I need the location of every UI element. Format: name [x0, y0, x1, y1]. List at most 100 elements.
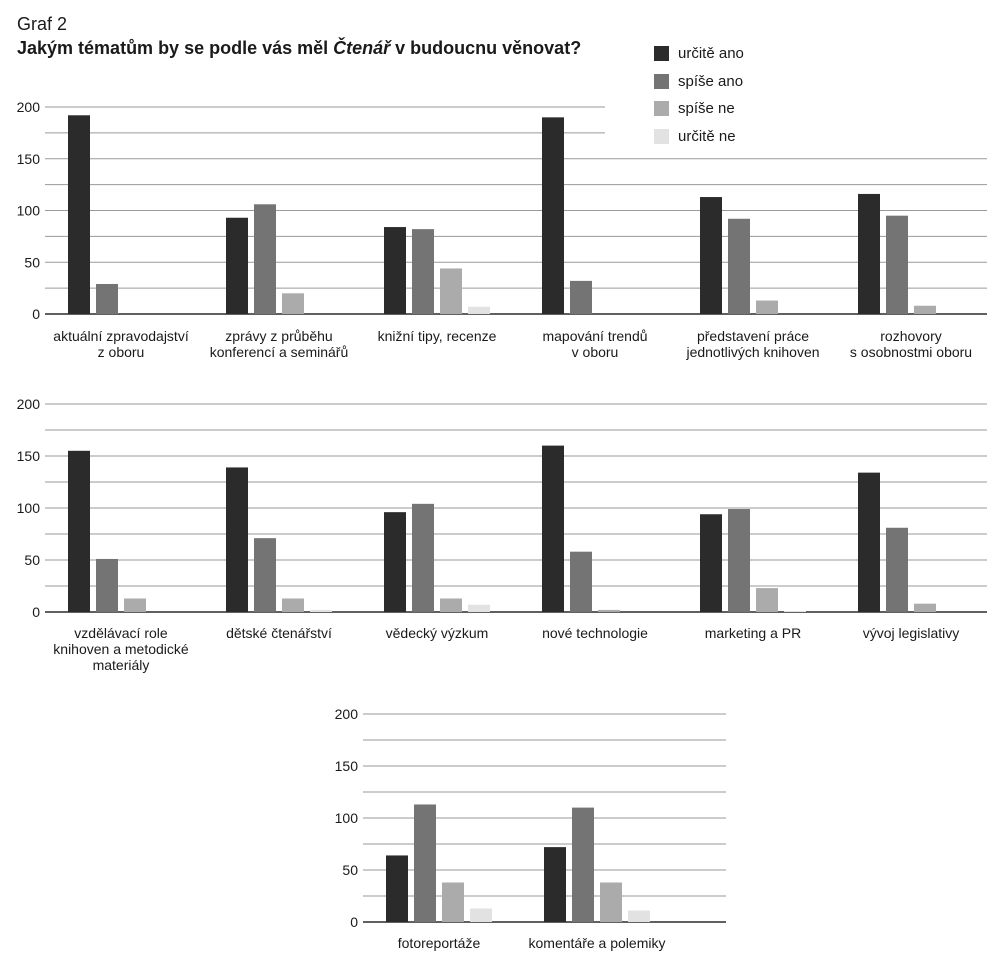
bar [384, 512, 406, 612]
legend-item: spíše ano [654, 68, 744, 96]
bar [700, 197, 722, 314]
bar [728, 218, 750, 314]
category-label: s osobnostmi oboru [850, 344, 972, 360]
legend-item: určitě ne [654, 123, 744, 151]
legend-label: určitě ne [678, 127, 736, 145]
legend-item: určitě ano [654, 40, 744, 68]
y-tick-label: 50 [24, 552, 40, 568]
y-tick-label: 100 [17, 500, 41, 516]
category-label: knižní tipy, recenze [378, 328, 497, 344]
bar [440, 268, 462, 314]
bar [914, 305, 936, 314]
bar [442, 882, 464, 922]
legend-item: spíše ne [654, 95, 744, 123]
y-tick-label: 0 [350, 914, 358, 930]
bar [68, 115, 90, 314]
category-label: vědecký výzkum [386, 625, 489, 641]
category-label: jednotlivých knihoven [685, 344, 819, 360]
category-label: materiály [93, 657, 150, 673]
title-journal-name: Čtenář [333, 38, 391, 58]
category-label: představení práce [697, 328, 809, 344]
bar [914, 603, 936, 612]
category-label: aktuální zpravodajství [53, 328, 189, 344]
y-tick-label: 200 [17, 99, 41, 115]
category-label: v oboru [572, 344, 619, 360]
legend-swatch [654, 101, 669, 117]
y-tick-label: 200 [17, 396, 41, 412]
legend-swatch [654, 46, 669, 62]
y-tick-label: 50 [342, 862, 358, 878]
chart-title: Jakým tématům by se podle vás měl Čtenář… [17, 38, 581, 59]
bar [542, 117, 564, 314]
category-label: nové technologie [542, 625, 648, 641]
title-part-1: Jakým tématům by se podle vás měl [17, 38, 334, 58]
bar [572, 807, 594, 922]
bar [254, 538, 276, 612]
y-tick-label: 200 [335, 706, 359, 722]
bar [784, 610, 806, 612]
bar [412, 229, 434, 314]
category-label: vzdělávací role [74, 625, 168, 641]
bar [468, 604, 490, 612]
bar [858, 193, 880, 314]
bar [96, 283, 118, 314]
legend-label: spíše ne [678, 100, 735, 118]
bar [570, 280, 592, 314]
bar [886, 527, 908, 612]
bar [570, 551, 592, 612]
bar [254, 204, 276, 314]
bar [858, 472, 880, 612]
category-label: rozhovory [880, 328, 941, 344]
category-label: z oboru [98, 344, 145, 360]
bar [226, 467, 248, 612]
y-tick-label: 150 [335, 758, 359, 774]
legend: určitě ano spíše ano spíše ne určitě ne [654, 40, 744, 150]
bar [386, 855, 408, 922]
bar [282, 598, 304, 612]
legend-label: určitě ano [678, 45, 744, 63]
y-tick-label: 100 [335, 810, 359, 826]
bar [440, 598, 462, 612]
y-tick-label: 0 [32, 306, 40, 322]
bar [542, 445, 564, 612]
bar [700, 514, 722, 612]
y-tick-label: 0 [32, 604, 40, 620]
category-label: zprávy z průběhu [225, 328, 332, 344]
category-label: konferencí a seminářů [210, 344, 349, 360]
legend-label: spíše ano [678, 72, 744, 90]
category-label: komentáře a polemiky [529, 935, 666, 951]
y-tick-label: 50 [24, 254, 40, 270]
bar [470, 908, 492, 922]
bar [598, 609, 620, 612]
category-label: dětské čtenářství [226, 625, 332, 641]
bar [728, 509, 750, 612]
legend-swatch [654, 73, 669, 89]
category-label: knihoven a metodické [53, 641, 189, 657]
bar [468, 306, 490, 314]
bar [756, 588, 778, 612]
legend-swatch [654, 128, 669, 144]
bar [68, 450, 90, 612]
bar [96, 558, 118, 612]
bar [600, 882, 622, 922]
bar [282, 293, 304, 314]
y-tick-label: 100 [17, 203, 41, 219]
category-label: vývoj legislativy [863, 625, 959, 641]
category-label: fotoreportáže [398, 935, 481, 951]
bar [414, 804, 436, 922]
bar [544, 847, 566, 922]
bar [124, 598, 146, 612]
bar [384, 227, 406, 314]
chart-label: Graf 2 [17, 14, 68, 34]
title-part-2: v budoucnu věnovat? [390, 38, 582, 58]
y-tick-label: 150 [17, 448, 41, 464]
y-tick-label: 150 [17, 151, 41, 167]
bar [310, 609, 332, 612]
bar [886, 215, 908, 314]
category-label: mapování trendů [542, 328, 647, 344]
bar [756, 300, 778, 314]
bar [628, 910, 650, 922]
bar [226, 217, 248, 314]
bar [412, 503, 434, 612]
